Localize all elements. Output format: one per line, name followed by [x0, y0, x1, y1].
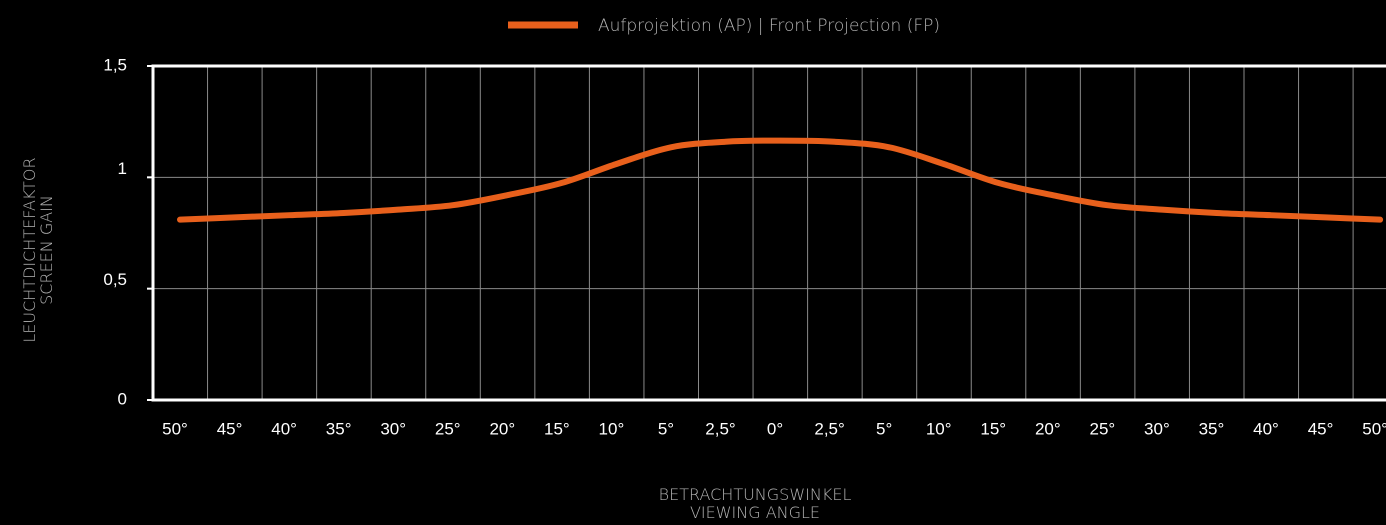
x-tick-label: 5° [658, 419, 674, 438]
y-tick-label: 1 [118, 159, 127, 178]
x-tick-label: 15° [980, 419, 1006, 438]
x-tick-label: 5° [876, 419, 892, 438]
y-axis-title: LEUCHTDICHTEFAKTORSCREEN GAIN [20, 157, 56, 342]
x-tick-label: 40° [271, 419, 297, 438]
x-tick-label: 35° [1199, 419, 1225, 438]
x-tick-label: 45° [1308, 419, 1334, 438]
y-tick-label: 1,5 [103, 55, 127, 74]
y-tick-label: 0 [118, 389, 127, 408]
x-tick-label: 30° [1144, 419, 1170, 438]
x-tick-label: 2,5° [814, 419, 844, 438]
x-tick-label: 30° [380, 419, 406, 438]
y-axis-title-line: SCREEN GAIN [37, 195, 56, 305]
x-tick-label: 25° [1089, 419, 1115, 438]
x-tick-label: 50° [1362, 419, 1386, 438]
x-tick-label: 10° [599, 419, 625, 438]
data-line [177, 137, 1384, 223]
x-axis-title-line: BETRACHTUNGSWINKEL [659, 485, 852, 504]
x-tick-label: 10° [926, 419, 952, 438]
x-axis-title: BETRACHTUNGSWINKEL VIEWING ANGLE [659, 485, 852, 522]
x-tick-label: 35° [326, 419, 352, 438]
legend-label: Aufprojektion (AP) | Front Projection (F… [598, 16, 940, 36]
x-axis-title-line: VIEWING ANGLE [690, 503, 820, 522]
x-tick-label: 15° [544, 419, 570, 438]
x-tick-label: 50° [162, 419, 188, 438]
y-axis-title-line: LEUCHTDICHTEFAKTOR [20, 157, 39, 342]
x-tick-label: 20° [1035, 419, 1061, 438]
x-tick-label: 0° [767, 419, 783, 438]
y-tick-label: 0,5 [103, 270, 127, 289]
x-tick-label: 40° [1253, 419, 1279, 438]
x-tick-label: 45° [217, 419, 243, 438]
x-tick-label: 20° [489, 419, 515, 438]
x-tick-label: 2,5° [705, 419, 735, 438]
x-tick-label: 25° [435, 419, 461, 438]
